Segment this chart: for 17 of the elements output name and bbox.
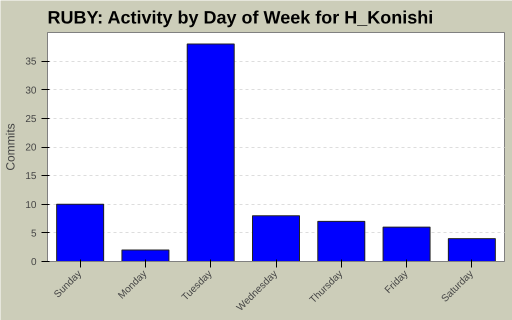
y-tick-label: 10 [25,200,37,211]
y-tick-label: 35 [25,56,37,68]
bar [448,238,496,262]
y-tick-label: 20 [25,142,37,154]
y-tick-label: 15 [25,171,37,182]
bar [186,43,235,262]
chart-title: RUBY: Activity by Day of Week for H_Konishi [48,8,434,28]
y-tick-label: 25 [25,114,37,125]
bar [252,215,300,262]
bar [382,226,431,262]
y-axis-title: Commits [3,123,18,171]
bar [56,204,104,262]
y-tick-label: 0 [30,257,37,268]
y-tick-label: 5 [30,228,37,240]
bar [317,220,366,262]
bar [121,250,170,262]
y-tick-label: 30 [25,85,37,96]
